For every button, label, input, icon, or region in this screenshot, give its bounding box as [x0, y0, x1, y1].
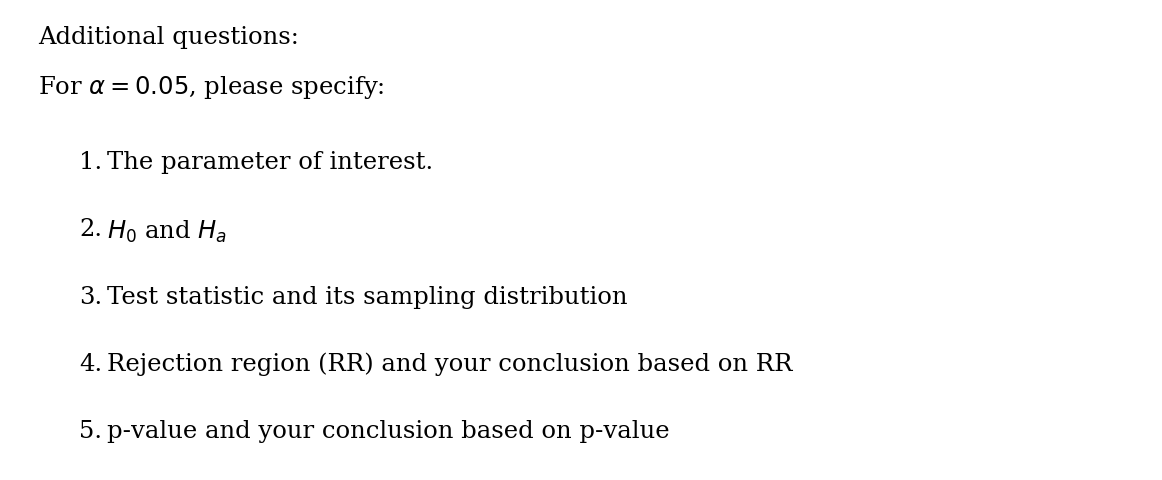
Text: Additional questions:: Additional questions:	[38, 26, 300, 49]
Text: The parameter of interest.: The parameter of interest.	[107, 151, 433, 174]
Text: Test statistic and its sampling distribution: Test statistic and its sampling distribu…	[107, 286, 627, 309]
Text: p-value and your conclusion based on p-value: p-value and your conclusion based on p-v…	[107, 420, 669, 443]
Text: 2.: 2.	[79, 218, 102, 241]
Text: 5.: 5.	[79, 420, 102, 443]
Text: 4.: 4.	[79, 353, 102, 376]
Text: $H_0$ and $H_a$: $H_0$ and $H_a$	[107, 218, 228, 245]
Text: 1.: 1.	[79, 151, 102, 174]
Text: For $\alpha = 0.05$, please specify:: For $\alpha = 0.05$, please specify:	[38, 74, 385, 101]
Text: 3.: 3.	[79, 286, 102, 309]
Text: Rejection region (RR) and your conclusion based on RR: Rejection region (RR) and your conclusio…	[107, 353, 792, 376]
